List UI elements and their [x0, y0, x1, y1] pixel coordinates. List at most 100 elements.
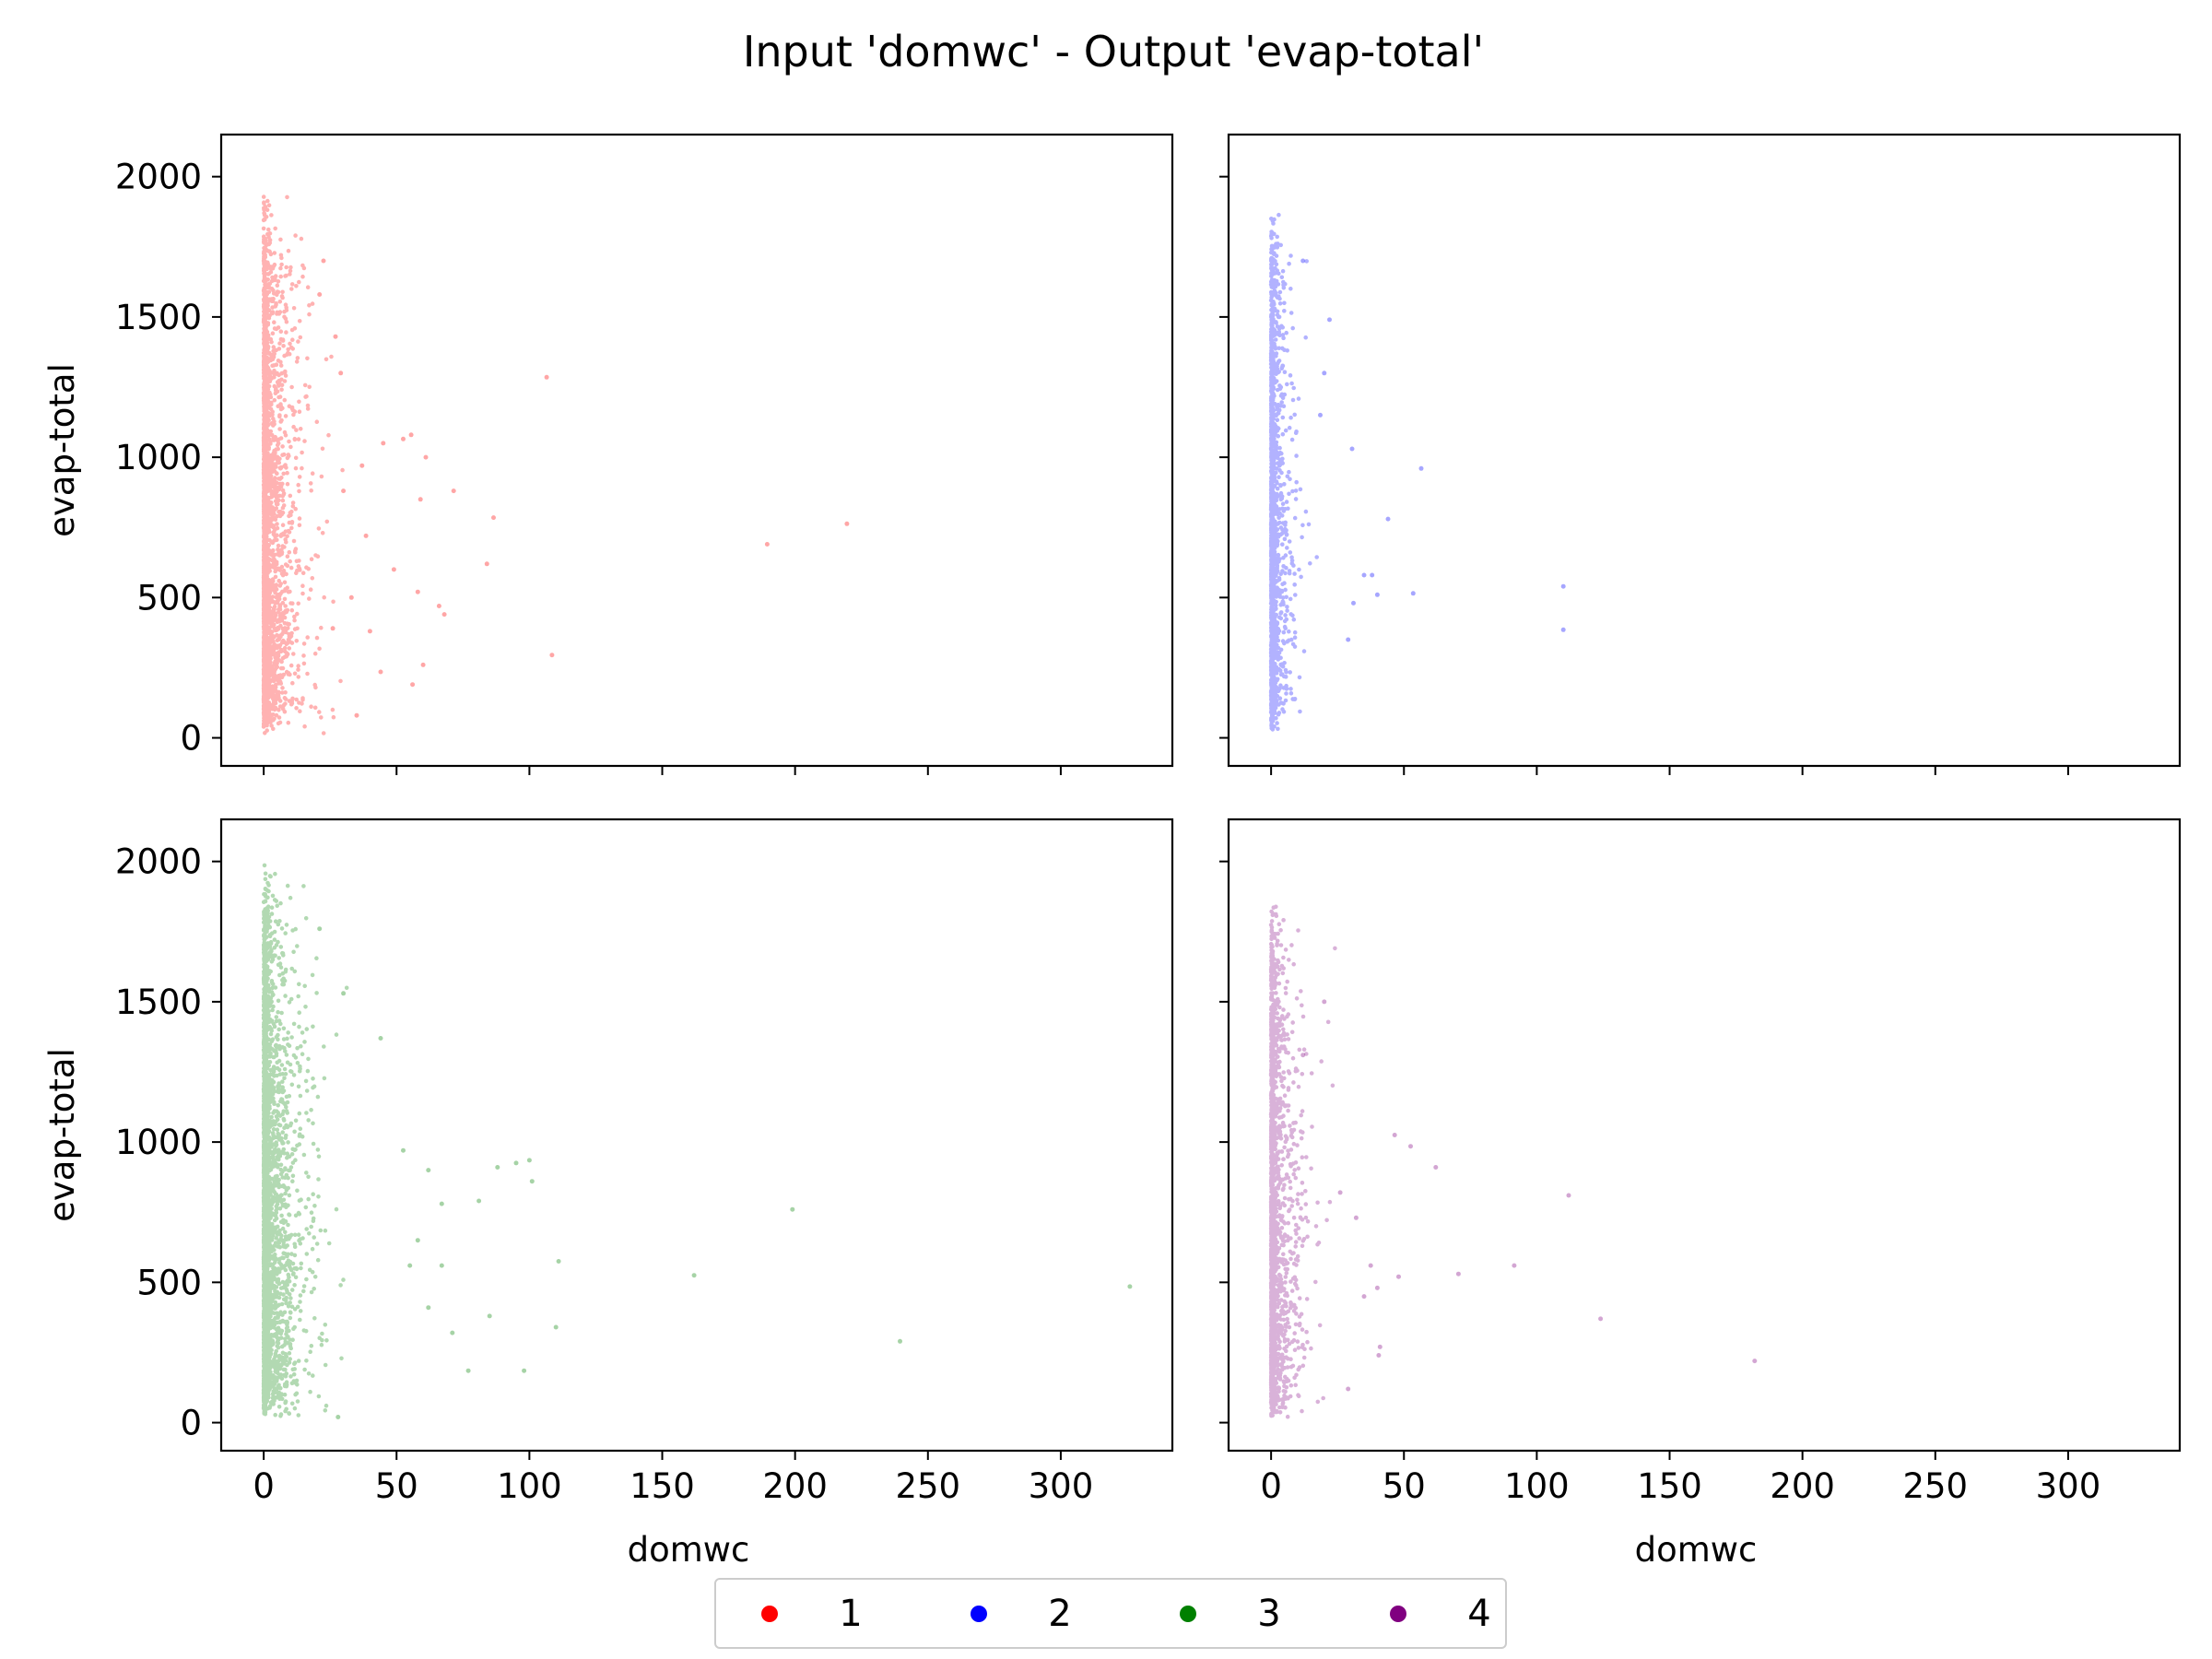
scatter-point	[487, 1313, 492, 1319]
scatter-point	[354, 712, 359, 718]
scatter-point	[436, 604, 441, 608]
scatter-point	[522, 1368, 527, 1373]
scatter-point	[1361, 1294, 1367, 1300]
scatter-point	[1300, 258, 1306, 264]
x-tick-label: 200	[762, 1466, 828, 1506]
scatter-point	[844, 521, 850, 526]
scatter-cluster	[1268, 212, 1319, 732]
scatter-point	[1370, 572, 1375, 578]
scatter-point	[423, 454, 429, 460]
scatter-point	[363, 533, 369, 538]
scatter-point	[401, 1147, 406, 1153]
scatter-point	[401, 436, 406, 441]
x-axis-label: domwc	[1635, 1530, 1758, 1570]
y-tick-label: 1500	[115, 982, 202, 1022]
x-tick-label: 50	[1382, 1466, 1426, 1506]
scatter-point	[549, 653, 555, 658]
scatter-point	[477, 1198, 482, 1204]
scatter-point	[367, 629, 372, 634]
scatter-point	[415, 589, 420, 594]
scatter-point	[338, 371, 344, 376]
scatter-point	[1410, 591, 1416, 596]
x-tick-label: 100	[1504, 1466, 1570, 1506]
scatter-point	[1433, 1165, 1439, 1170]
scatter-point	[1408, 1144, 1413, 1149]
x-axis-label: domwc	[628, 1530, 750, 1570]
y-tick-label: 0	[180, 1404, 202, 1443]
y-tick-label: 500	[136, 578, 202, 618]
scatter-point	[341, 488, 347, 494]
scatter-point	[408, 432, 414, 438]
scatter-points	[1268, 904, 1758, 1419]
scatter-point	[1512, 1263, 1517, 1268]
scatter-point	[426, 1168, 431, 1173]
scatter-point	[451, 488, 456, 494]
scatter-point	[1349, 446, 1355, 452]
x-tick-label: 200	[1770, 1466, 1835, 1506]
scatter-point	[544, 374, 549, 380]
scatter-point	[513, 1160, 519, 1166]
axes-frame	[1227, 818, 2182, 1453]
scatter-point	[1368, 1263, 1373, 1268]
scatter-point	[465, 1368, 471, 1373]
scatter-point	[529, 1179, 535, 1184]
scatter-point	[317, 926, 323, 932]
scatter-point	[418, 497, 423, 502]
scatter-point	[1560, 627, 1566, 632]
legend-marker	[761, 1606, 778, 1622]
scatter-point	[378, 669, 383, 675]
axes-frame	[1227, 133, 2182, 768]
panel-top-left: 0 500 1000 1500 2000 evap-total	[42, 133, 1174, 775]
scatter-point	[1396, 1274, 1401, 1279]
x-tick-label: 0	[253, 1466, 275, 1506]
scatter-point	[381, 441, 386, 446]
axes-frame	[219, 133, 1174, 768]
scatter-point	[1374, 592, 1380, 597]
x-tick-label: 250	[895, 1466, 960, 1506]
panel-top-right	[1219, 133, 2182, 775]
x-tick-label: 50	[375, 1466, 418, 1506]
panel-bottom-left: 0 50 100 150 200 250 300 0 500 1000 1500 2000 domwc e…	[42, 818, 1174, 1570]
y-tick-label: 1000	[115, 438, 202, 477]
scatter-point	[484, 561, 489, 567]
scatter-point	[691, 1273, 697, 1278]
scatter-point	[1455, 1271, 1461, 1277]
scatter-point	[1598, 1316, 1604, 1322]
scatter-point	[764, 542, 770, 547]
x-tick-label: 300	[1029, 1466, 1094, 1506]
scatter-point	[1374, 1285, 1380, 1290]
scatter-point	[1566, 1193, 1571, 1198]
y-tick-label: 1000	[115, 1123, 202, 1162]
scatter-point	[553, 1324, 559, 1330]
scatter-point	[450, 1330, 455, 1335]
scatter-point	[426, 1305, 431, 1311]
scatter-point	[335, 1415, 341, 1419]
scatter-points	[1268, 212, 1566, 732]
scatter-point	[1353, 1215, 1359, 1220]
scatter-point	[1127, 1284, 1133, 1289]
scatter-point	[441, 612, 447, 618]
x-tick-label: 300	[2036, 1466, 2101, 1506]
scatter-point	[526, 1158, 532, 1163]
x-tick-label: 100	[497, 1466, 562, 1506]
scatter-point	[415, 1238, 420, 1243]
scatter-point	[1327, 317, 1332, 323]
scatter-cluster	[1268, 904, 1337, 1419]
y-axis-label: evap-total	[42, 363, 82, 537]
legend-marker	[1390, 1606, 1406, 1622]
y-tick-label: 500	[136, 1263, 202, 1302]
panel-bottom-right: 0 50 100 150 200 250 300 domwc	[1219, 818, 2182, 1570]
legend-label: 1	[839, 1593, 862, 1635]
scatter-point	[341, 991, 347, 996]
scatter-point	[1392, 1133, 1397, 1137]
x-tick-label: 250	[1902, 1466, 1968, 1506]
y-tick-label: 2000	[115, 158, 202, 197]
scatter-point	[407, 1263, 413, 1268]
legend-item-1: 1	[761, 1593, 863, 1635]
scatter-points	[261, 194, 850, 735]
y-tick-label: 2000	[115, 842, 202, 882]
scatter-point	[1346, 637, 1351, 642]
y-tick-label: 1500	[115, 298, 202, 337]
scatter-point	[333, 334, 338, 339]
scatter-point	[1361, 572, 1367, 578]
